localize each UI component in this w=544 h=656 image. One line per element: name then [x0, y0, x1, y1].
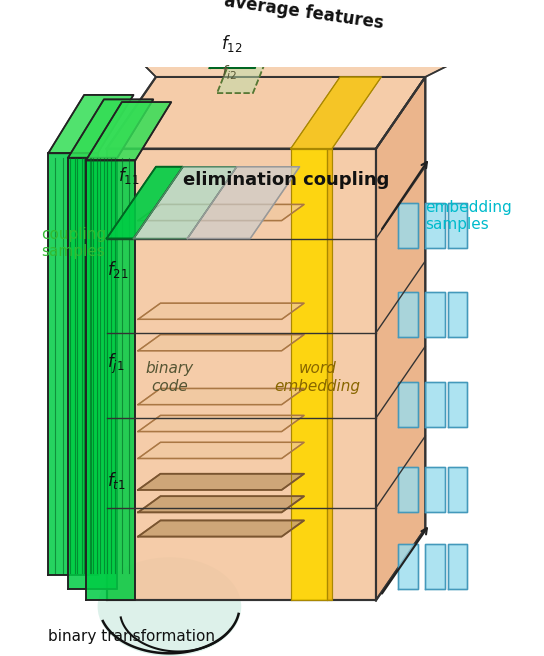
- Polygon shape: [107, 149, 376, 600]
- Polygon shape: [398, 293, 418, 337]
- Text: $f_{t1}$: $f_{t1}$: [107, 470, 125, 491]
- Text: $f_{12}$: $f_{12}$: [221, 33, 242, 54]
- Polygon shape: [425, 293, 445, 337]
- Polygon shape: [425, 203, 445, 247]
- Polygon shape: [187, 167, 300, 239]
- Polygon shape: [138, 388, 304, 405]
- Polygon shape: [107, 167, 183, 239]
- Polygon shape: [138, 335, 304, 351]
- Text: $f_{21}$: $f_{21}$: [107, 260, 128, 281]
- Polygon shape: [111, 32, 515, 77]
- Polygon shape: [138, 442, 304, 459]
- Polygon shape: [290, 149, 326, 600]
- Text: average features: average features: [223, 0, 385, 32]
- Polygon shape: [133, 167, 237, 239]
- Polygon shape: [138, 205, 304, 220]
- Polygon shape: [425, 382, 445, 427]
- Polygon shape: [425, 544, 445, 588]
- Text: $f_{j1}$: $f_{j1}$: [107, 352, 124, 377]
- Polygon shape: [398, 468, 418, 512]
- Polygon shape: [398, 382, 418, 427]
- Polygon shape: [68, 100, 153, 157]
- Polygon shape: [448, 468, 467, 512]
- Polygon shape: [138, 474, 304, 490]
- Polygon shape: [398, 544, 418, 588]
- Polygon shape: [448, 382, 467, 427]
- Text: coupling
samples: coupling samples: [41, 227, 106, 259]
- Polygon shape: [290, 77, 381, 149]
- Polygon shape: [326, 149, 332, 600]
- Polygon shape: [210, 23, 271, 68]
- Text: binary
code: binary code: [145, 361, 194, 394]
- Polygon shape: [48, 154, 97, 575]
- Text: $f_{i2}$: $f_{i2}$: [221, 63, 237, 82]
- Polygon shape: [448, 203, 467, 247]
- Polygon shape: [448, 293, 467, 337]
- Polygon shape: [48, 95, 133, 154]
- Polygon shape: [138, 520, 304, 537]
- Text: binary transformation: binary transformation: [48, 628, 215, 644]
- Text: embedding
samples: embedding samples: [425, 200, 512, 232]
- Polygon shape: [376, 77, 425, 600]
- Polygon shape: [107, 77, 425, 149]
- Text: word
embedding: word embedding: [275, 361, 361, 394]
- Polygon shape: [448, 544, 467, 588]
- Polygon shape: [86, 161, 135, 600]
- Text: elimination coupling: elimination coupling: [183, 171, 390, 189]
- Polygon shape: [68, 157, 118, 588]
- Ellipse shape: [97, 557, 241, 656]
- Text: $f_{11}$: $f_{11}$: [118, 165, 140, 186]
- Polygon shape: [86, 102, 171, 161]
- Polygon shape: [138, 496, 304, 512]
- Polygon shape: [241, 0, 263, 10]
- Polygon shape: [398, 203, 418, 247]
- Polygon shape: [425, 468, 445, 512]
- Polygon shape: [138, 303, 304, 319]
- Polygon shape: [217, 57, 267, 93]
- Polygon shape: [138, 415, 304, 432]
